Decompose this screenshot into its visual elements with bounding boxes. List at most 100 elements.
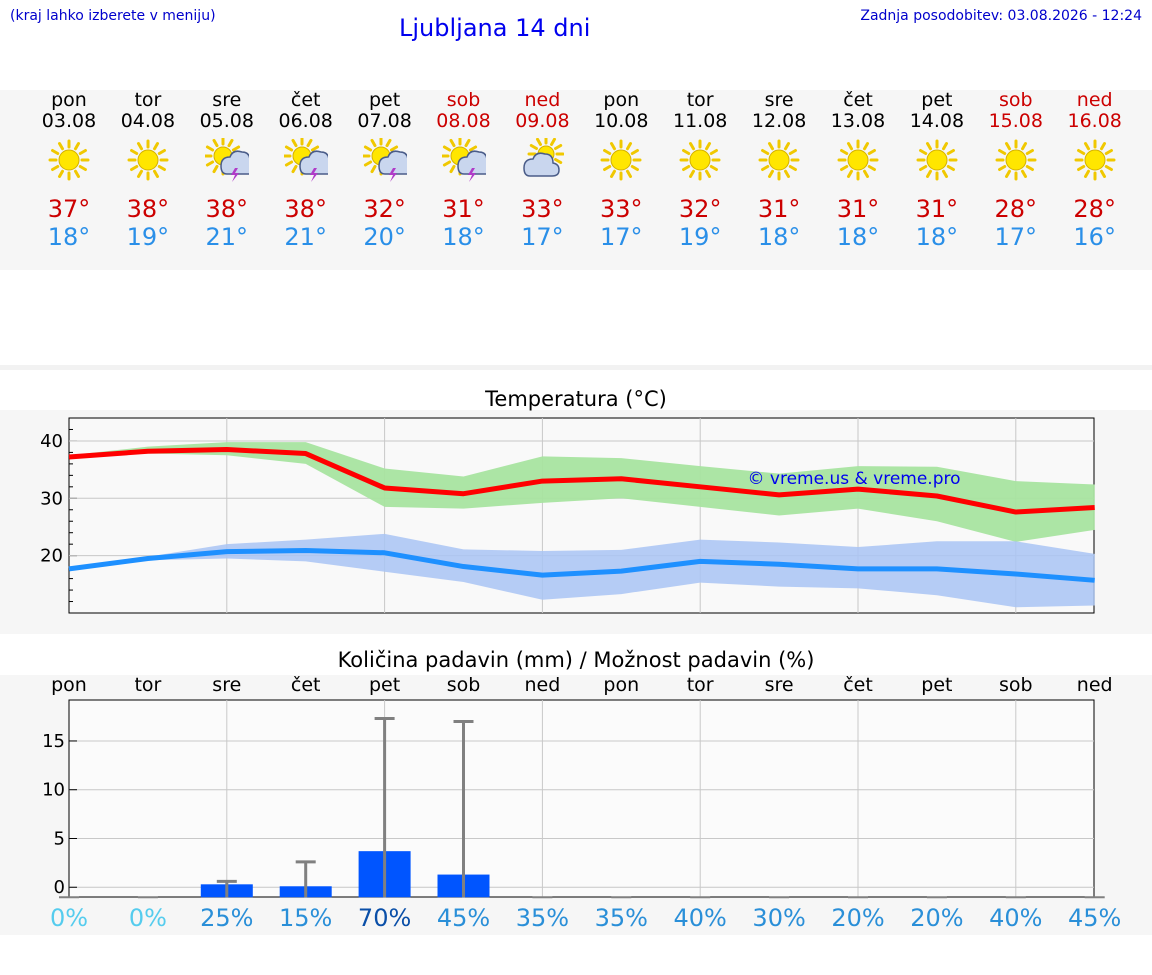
precip-day-label: pet xyxy=(921,674,953,696)
min-temp: 21° xyxy=(284,223,327,251)
max-temp: 31° xyxy=(442,195,485,223)
max-temp: 28° xyxy=(994,195,1038,223)
max-temp: 31° xyxy=(836,195,880,223)
precip-probability: 20% xyxy=(831,904,885,932)
day-column: sob 08.08 31° 18° xyxy=(424,89,504,252)
precip-probability: 15% xyxy=(279,904,333,932)
day-column: pon 03.08 37° 18° xyxy=(29,89,109,252)
max-temp: 37° xyxy=(47,195,91,223)
day-name: sob xyxy=(999,89,1033,111)
y-tick-label: 5 xyxy=(54,828,65,849)
sun-icon xyxy=(600,139,642,181)
precip-probability: 70% xyxy=(357,904,412,932)
min-temp: 17° xyxy=(600,223,643,251)
sun-icon xyxy=(48,139,90,181)
max-temp: 32° xyxy=(678,195,722,223)
day-date: 13.08 xyxy=(830,110,886,132)
day-name: tor xyxy=(134,89,162,111)
precipitation-chart-title: Količina padavin (mm) / Možnost padavin … xyxy=(337,648,815,672)
day-column: ned 16.08 28° 16° xyxy=(1055,90,1135,252)
precip-day-label: ned xyxy=(524,674,561,696)
day-column: sob 15.08 28° 17° xyxy=(976,89,1056,252)
min-temp: 16° xyxy=(1073,223,1116,251)
precip-probability: 45% xyxy=(436,904,491,932)
min-temp: 17° xyxy=(521,223,564,251)
y-tick-label: 15 xyxy=(42,731,65,752)
max-temp-band xyxy=(69,442,1095,542)
day-date: 04.08 xyxy=(120,110,176,132)
day-date: 12.08 xyxy=(751,110,807,132)
plot-area xyxy=(68,699,1095,898)
max-temp: 28° xyxy=(1073,195,1116,223)
day-column: pet 14.08 31° 18° xyxy=(897,89,977,252)
daily-forecast-band xyxy=(0,90,1152,270)
max-temp-line xyxy=(68,447,1095,515)
divider xyxy=(0,365,1152,370)
max-temp: 31° xyxy=(915,195,959,223)
max-temp: 38° xyxy=(284,195,327,223)
temperature-chart: 20 30 40 © vreme.us & vreme.pro xyxy=(40,417,1095,614)
thunderstorm-icon xyxy=(441,138,486,182)
precip-day-label: sre xyxy=(764,674,794,696)
precip-day-label: ned xyxy=(1076,674,1113,696)
min-temp: 18° xyxy=(915,223,959,251)
sun-icon xyxy=(679,139,721,181)
sun-cloud-icon xyxy=(523,138,565,177)
day-column: sre 05.08 38° 21° xyxy=(187,89,267,252)
min-temp: 18° xyxy=(757,223,801,251)
precip-day-label: pon xyxy=(603,674,640,696)
min-temp: 19° xyxy=(126,223,170,251)
precip-probability: 35% xyxy=(515,904,570,932)
sun-icon xyxy=(758,139,800,181)
precip-day-label: sob xyxy=(446,674,481,696)
precip-probability: 25% xyxy=(200,904,254,932)
day-name: čet xyxy=(843,89,873,111)
day-date: 14.08 xyxy=(909,110,965,132)
day-name: pon xyxy=(51,89,87,111)
max-temp: 33° xyxy=(600,195,643,223)
min-temp: 18° xyxy=(442,223,485,251)
max-temp: 31° xyxy=(757,195,801,223)
day-column: čet 06.08 38° 21° xyxy=(266,89,346,252)
day-column: pon 10.08 33° 17° xyxy=(581,89,661,252)
y-tick-label: 40 xyxy=(40,431,63,452)
max-temp: 32° xyxy=(363,195,406,223)
min-temp-line xyxy=(68,547,1095,583)
max-temp: 33° xyxy=(521,195,564,223)
min-temp: 18° xyxy=(836,223,880,251)
min-temp: 20° xyxy=(363,223,406,251)
day-date: 08.08 xyxy=(436,110,491,132)
min-temp: 17° xyxy=(994,223,1038,251)
precip-day-label: sob xyxy=(999,674,1033,696)
day-name: sob xyxy=(446,89,481,111)
precip-day-label: čet xyxy=(843,674,873,696)
day-date: 07.08 xyxy=(357,110,412,132)
sun-icon xyxy=(916,139,958,181)
day-column: tor 04.08 38° 19° xyxy=(108,89,188,252)
day-name: pet xyxy=(368,89,401,111)
precip-day-label: pon xyxy=(51,674,87,696)
day-name: sre xyxy=(212,89,242,111)
temperature-chart-title: Temperatura (°C) xyxy=(485,387,667,411)
y-tick-label: 0 xyxy=(54,877,65,898)
watermark: © vreme.us & vreme.pro xyxy=(747,469,960,489)
day-date: 10.08 xyxy=(594,110,649,132)
day-date: 11.08 xyxy=(672,110,728,132)
precip-day-label: tor xyxy=(134,674,162,696)
day-date: 09.08 xyxy=(515,110,570,132)
day-name: čet xyxy=(290,89,321,111)
last-updated: Zadnja posodobitev: 03.08.2026 - 12:24 xyxy=(860,8,1142,24)
page-title: Ljubljana 14 dni xyxy=(399,14,591,42)
day-column: pet 07.08 32° 20° xyxy=(345,89,425,252)
y-tick-label: 10 xyxy=(42,780,65,801)
day-name: tor xyxy=(686,89,714,111)
sun-icon xyxy=(1074,139,1116,181)
day-name: pon xyxy=(603,89,640,111)
thunderstorm-icon xyxy=(204,138,249,182)
min-temp: 18° xyxy=(47,223,91,251)
location-hint: (kraj lahko izberete v meniju) xyxy=(10,8,216,24)
day-name: pet xyxy=(921,89,953,111)
sun-icon xyxy=(127,139,169,181)
day-name: sre xyxy=(764,89,794,111)
day-column: ned 09.08 33° 17° xyxy=(502,90,582,252)
